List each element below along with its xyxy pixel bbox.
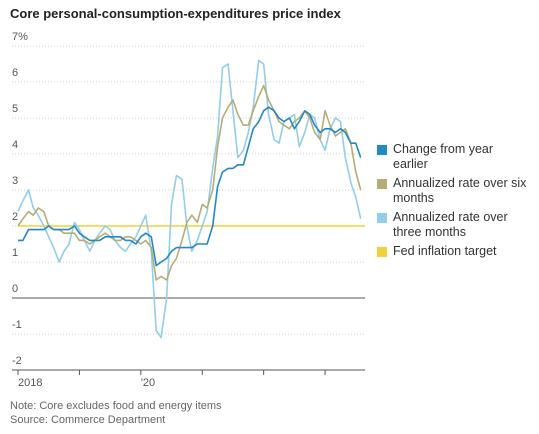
y-tick-label: 7% — [12, 31, 28, 43]
y-tick-label: 1 — [12, 247, 18, 259]
legend-swatch — [377, 145, 387, 155]
legend-swatch — [377, 179, 387, 189]
x-tick-label: 2018 — [18, 377, 42, 389]
notes: Note: Core excludes food and energy item… — [10, 399, 222, 427]
series-line — [17, 59, 362, 339]
series-line — [18, 106, 362, 267]
legend-item: Fed inflation target — [377, 244, 527, 259]
chart-title: Core personal-consumption-expenditures p… — [10, 6, 341, 21]
legend-label: Annualized rate over three months — [393, 210, 508, 239]
legend-item: Change from year earlier — [377, 142, 527, 172]
y-tick-label: 0 — [12, 283, 18, 295]
note: Note: Core excludes food and energy item… — [10, 400, 222, 412]
y-tick-label: 3 — [12, 175, 18, 187]
y-tick-label: 5 — [12, 103, 18, 115]
legend-swatch — [377, 213, 387, 223]
y-tick-label: 4 — [12, 139, 18, 151]
legend-item: Annualized rate over three months — [377, 210, 527, 240]
legend-label: Change from year earlier — [393, 142, 494, 171]
x-tick-label: '20 — [141, 377, 155, 389]
legend-label: Fed inflation target — [393, 244, 497, 258]
legend: Change from year earlier Annualized rate … — [377, 142, 527, 263]
y-tick-label: 6 — [12, 67, 18, 79]
legend-label: Annualized rate over six months — [393, 176, 527, 205]
y-tick-label: 2 — [12, 211, 18, 223]
note: Source: Commerce Department — [10, 414, 166, 426]
y-tick-label: -1 — [12, 319, 22, 331]
legend-item: Annualized rate over six months — [377, 176, 527, 206]
legend-swatch — [377, 247, 387, 257]
y-tick-label: -2 — [12, 355, 22, 367]
